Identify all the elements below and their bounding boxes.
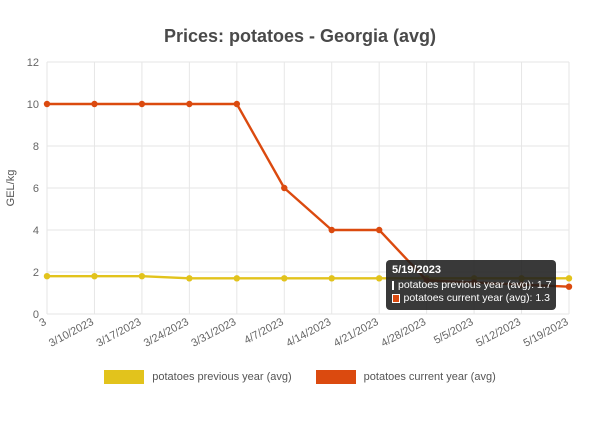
data-point-previous-year — [565, 275, 573, 282]
x-tick-label: 3/31/2023 — [189, 316, 238, 350]
chart-tooltip: 5/19/2023 potatoes previous year (avg): … — [386, 260, 556, 310]
x-tick-label: 4/14/2023 — [284, 316, 333, 350]
data-point-previous-year — [375, 275, 383, 282]
data-point-current-year — [138, 100, 146, 108]
tooltip-row-current-year: potatoes current year (avg): 1.3 — [392, 292, 550, 305]
legend-label-current-year: potatoes current year (avg) — [363, 371, 496, 383]
legend-swatch-previous-year — [104, 370, 145, 384]
y-tick-label: 8 — [33, 141, 39, 153]
data-point-current-year — [281, 184, 288, 192]
data-point-previous-year — [281, 275, 288, 282]
x-tick-label: 3 — [37, 316, 48, 329]
y-tick-label: 10 — [27, 99, 39, 111]
tooltip-swatch-current-year — [392, 294, 400, 303]
data-point-current-year — [328, 226, 335, 234]
data-point-previous-year — [43, 273, 51, 280]
data-point-previous-year — [138, 273, 146, 280]
data-point-previous-year — [233, 275, 241, 282]
x-tick-label: 5/5/2023 — [432, 316, 475, 347]
data-point-current-year — [91, 100, 98, 108]
y-tick-label: 12 — [27, 57, 39, 69]
x-tick-label: 3/10/2023 — [47, 316, 96, 350]
tooltip-label-current-year: potatoes current year (avg): 1.3 — [403, 292, 551, 304]
data-point-previous-year — [186, 275, 193, 282]
tooltip-swatch-previous-year — [392, 281, 394, 290]
legend-label-previous-year: potatoes previous year (avg) — [152, 371, 292, 383]
data-point-current-year — [565, 283, 573, 290]
data-point-current-year — [186, 100, 193, 108]
x-tick-label: 4/7/2023 — [242, 316, 285, 347]
y-axis-title: GEL/kg — [5, 170, 17, 207]
x-tick-label: 4/28/2023 — [379, 316, 428, 350]
x-tick-label: 5/19/2023 — [522, 316, 571, 350]
chart-title: Prices: potatoes - Georgia (avg) — [163, 26, 437, 46]
legend-item-previous-year[interactable]: potatoes previous year (avg) — [104, 370, 292, 384]
x-tick-label: 3/24/2023 — [142, 316, 191, 350]
x-tick-label: 4/21/2023 — [332, 316, 381, 350]
legend-item-current-year[interactable]: potatoes current year (avg) — [315, 370, 496, 384]
data-point-previous-year — [91, 273, 98, 280]
y-tick-label: 4 — [33, 225, 39, 237]
y-tick-label: 0 — [33, 309, 39, 321]
data-point-previous-year — [328, 275, 335, 282]
y-tick-label: 2 — [33, 267, 39, 279]
x-tick-label: 3/17/2023 — [94, 316, 143, 350]
data-point-current-year — [43, 100, 51, 108]
y-tick-label: 6 — [33, 183, 39, 195]
tooltip-label-previous-year: potatoes previous year (avg): 1.7 — [398, 279, 552, 291]
legend-swatch-current-year — [315, 370, 356, 384]
data-point-current-year — [375, 226, 383, 234]
tooltip-title: 5/19/2023 — [392, 264, 441, 276]
chart-legend: potatoes previous year (avg) potatoes cu… — [0, 370, 600, 384]
x-tick-label: 5/12/2023 — [474, 316, 523, 350]
tooltip-row-previous-year: potatoes previous year (avg): 1.7 — [392, 279, 552, 292]
data-point-current-year — [233, 100, 241, 108]
